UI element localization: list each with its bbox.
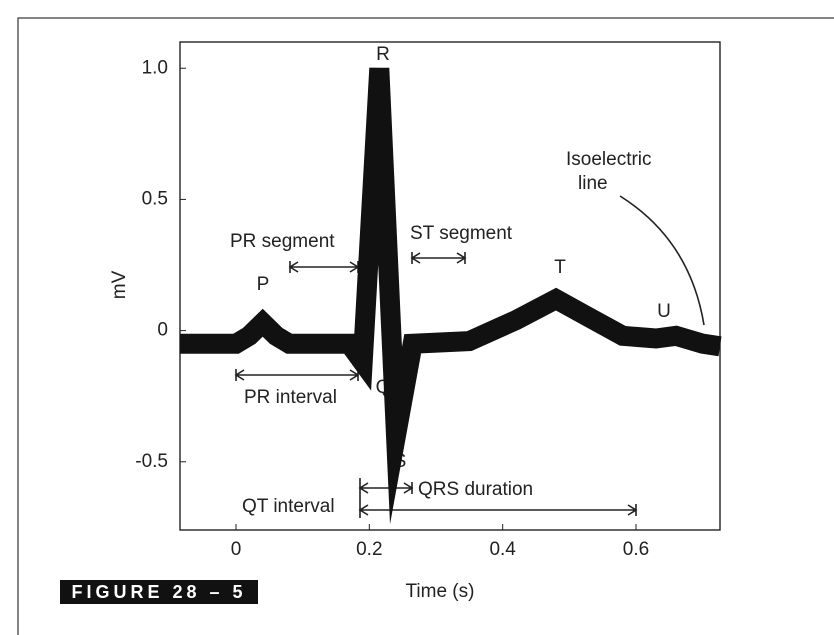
interval-arrows: [234, 195, 705, 518]
plot-frame: [179, 41, 721, 531]
annotation: U: [657, 301, 671, 322]
y-axis-label: mV: [109, 270, 130, 299]
annotation: R: [376, 44, 390, 65]
annotation: ST segment: [410, 223, 513, 244]
figure-label: FIGURE 28 – 5: [71, 582, 246, 602]
y-tick-label: 1.0: [142, 57, 168, 78]
annotation: T: [554, 257, 566, 278]
x-tick-label: 0.6: [623, 539, 649, 560]
annotation: PR segment: [230, 231, 335, 252]
page-frame: [17, 17, 834, 635]
figure-label-box: [60, 580, 258, 604]
y-tick-label: 0: [157, 320, 168, 341]
x-tick-label: 0: [231, 539, 242, 560]
y-tick-label: 0.5: [142, 188, 168, 209]
ecg-trace: [180, 67, 722, 525]
annotation: QRS duration: [418, 479, 533, 500]
annotation: P: [257, 274, 270, 295]
x-axis-label: Time (s): [406, 581, 475, 602]
annotation: PR interval: [244, 387, 337, 408]
x-tick-label: 0.4: [489, 539, 516, 560]
annotation: QT interval: [242, 496, 335, 517]
x-tick-label: 0.2: [356, 539, 382, 560]
y-tick-label: -0.5: [135, 451, 168, 472]
annotation: line: [578, 173, 608, 194]
annotation: Isoelectric: [566, 149, 652, 170]
